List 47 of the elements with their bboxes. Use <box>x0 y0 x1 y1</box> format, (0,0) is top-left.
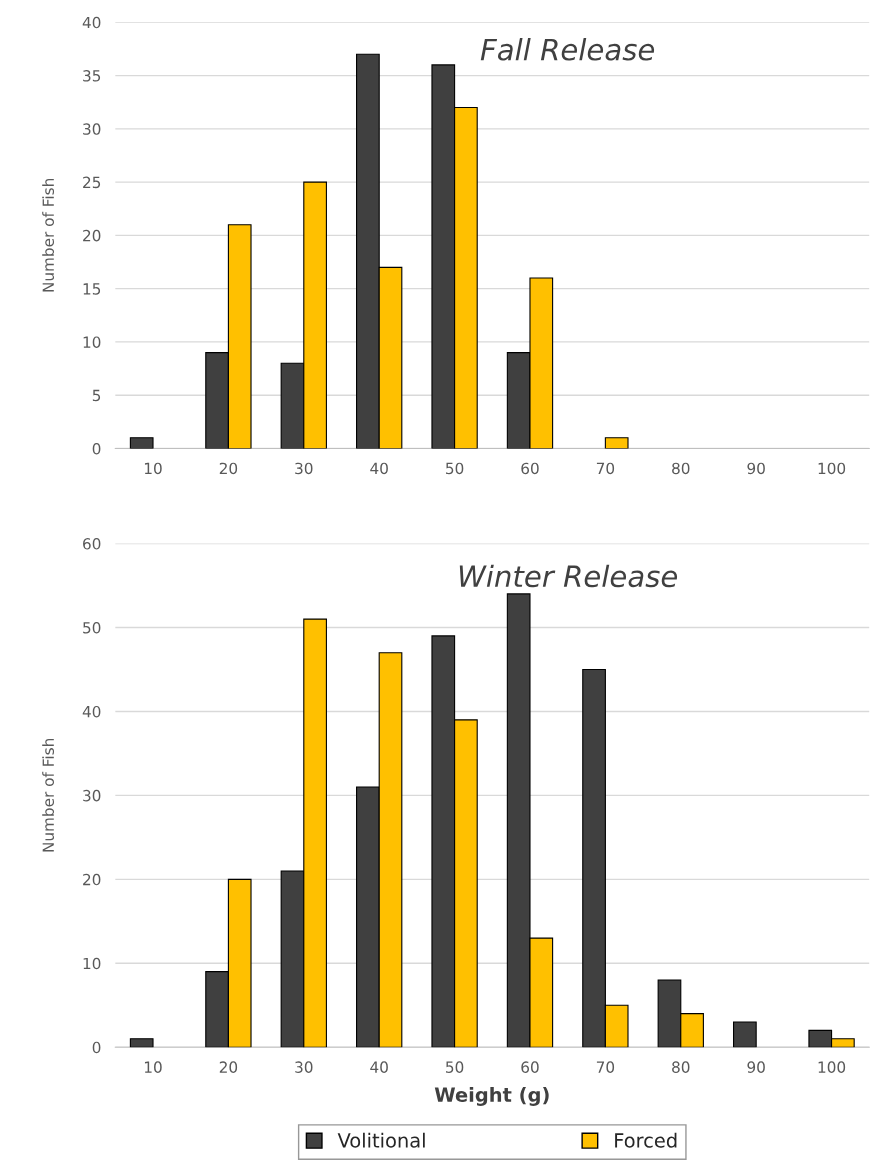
y-tick-label: 40 <box>82 16 101 29</box>
bar <box>604 437 629 449</box>
y-tick-label: 10 <box>83 336 101 348</box>
y-tick-label: 30 <box>83 789 101 802</box>
x-tick-label: 90 <box>747 1061 765 1073</box>
text: Winter Release <box>459 564 678 588</box>
y-tick-label: 10 <box>83 957 101 970</box>
x-tick-label: 50 <box>446 462 464 475</box>
x-tick-label: 90 <box>747 462 765 475</box>
x-tick-label: 100 <box>818 1061 846 1073</box>
legend-label: Forced <box>615 1132 677 1148</box>
x-tick-label: 70 <box>596 1061 615 1073</box>
y-tick-label: 25 <box>83 176 101 189</box>
x-tick-label: 60 <box>521 462 539 475</box>
bar <box>129 437 154 449</box>
x-tick-label: 20 <box>219 462 238 475</box>
x-tick-label: 70 <box>596 462 615 475</box>
y-tick-label: 40 <box>82 705 101 718</box>
y-axis-title: Number of Fish <box>42 738 55 852</box>
bar <box>732 1021 757 1048</box>
x-axis-title: Weight (g) <box>434 1086 549 1106</box>
x-tick-label: 100 <box>818 462 846 475</box>
y-tick-label: 50 <box>83 621 101 634</box>
y-tick-label: 20 <box>83 229 101 242</box>
chart-title: Fall Release <box>480 38 655 61</box>
bar <box>129 1038 154 1048</box>
x-tick-label: 40 <box>370 1061 388 1073</box>
y-tick-label: 15 <box>83 283 101 295</box>
y-tick-label: 30 <box>83 123 101 135</box>
x-tick-label: 30 <box>295 1061 313 1073</box>
y-tick-label: 0 <box>92 1041 101 1054</box>
x-tick-label: 80 <box>672 1061 690 1073</box>
y-tick-label: 20 <box>83 873 101 886</box>
y-tick-label: 5 <box>92 389 101 402</box>
y-tick-label: 60 <box>83 538 101 550</box>
x-tick-label: 10 <box>144 1061 162 1073</box>
x-tick-label: 50 <box>446 1061 464 1073</box>
y-axis-title: Number of Fish <box>42 178 55 292</box>
x-tick-label: 40 <box>370 462 388 475</box>
x-tick-label: 20 <box>219 1061 238 1073</box>
y-tick-label: 0 <box>92 442 101 455</box>
y-tick-label: 35 <box>83 70 101 82</box>
legend-label: Volitional <box>337 1132 425 1148</box>
x-tick-label: 10 <box>144 462 162 475</box>
x-tick-label: 30 <box>295 462 313 475</box>
x-tick-label: 80 <box>672 462 690 475</box>
x-tick-label: 60 <box>521 1061 539 1073</box>
